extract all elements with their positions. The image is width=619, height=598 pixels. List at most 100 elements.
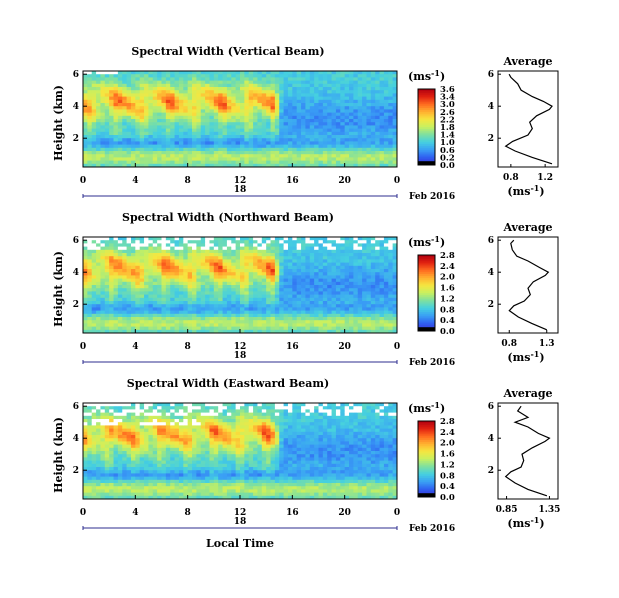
heatmap-cell xyxy=(301,119,306,123)
heatmap-cell xyxy=(126,467,132,471)
heatmap-cell xyxy=(327,160,332,165)
heatmap-cell xyxy=(87,447,93,452)
heatmap-cell xyxy=(248,154,254,158)
heatmap-cell xyxy=(113,444,119,449)
heatmap-cell xyxy=(152,83,158,88)
heatmap-cell xyxy=(218,272,223,276)
heatmap-cell xyxy=(139,128,145,133)
heatmap-cell xyxy=(274,87,280,91)
heatmap-cell xyxy=(388,163,394,168)
heatmap-cell xyxy=(309,240,315,244)
heatmap-cell xyxy=(113,428,119,433)
heatmap-cell xyxy=(104,451,110,455)
heatmap-cell xyxy=(379,144,385,149)
heatmap-cell xyxy=(301,326,306,331)
heatmap-cell xyxy=(261,320,267,324)
heatmap-cell xyxy=(104,294,110,299)
heatmap-cell xyxy=(135,125,141,129)
heatmap-cell xyxy=(292,323,298,327)
heatmap-cell xyxy=(266,281,271,286)
heatmap-cell xyxy=(130,103,136,107)
heatmap-cell xyxy=(327,285,332,289)
heatmap-cell xyxy=(266,297,271,302)
heatmap-cell xyxy=(91,144,97,149)
heatmap-cell xyxy=(96,486,101,490)
heatmap-cell xyxy=(165,265,171,270)
heatmap-cell xyxy=(117,112,123,117)
heatmap-cell xyxy=(327,272,332,276)
heatmap-cell xyxy=(287,262,293,267)
heatmap-cell xyxy=(318,291,324,295)
heatmap-cell xyxy=(161,77,167,81)
heatmap-cell xyxy=(370,297,376,302)
heatmap-cell xyxy=(152,272,158,276)
heatmap-cell xyxy=(192,99,197,104)
heatmap-cell xyxy=(349,138,354,142)
heatmap-cell xyxy=(213,112,219,117)
heatmap-cell xyxy=(226,93,232,97)
heatmap-cell xyxy=(305,160,311,165)
colorbar-tick-label: 3.4 xyxy=(440,93,455,103)
heatmap-cell xyxy=(257,320,263,324)
heatmap-cell xyxy=(130,304,136,308)
heatmap-cell xyxy=(187,313,193,318)
heatmap-cell xyxy=(100,320,106,324)
heatmap-cell xyxy=(192,253,197,257)
heatmap-cell xyxy=(144,265,149,270)
heatmap-cell xyxy=(253,301,258,305)
heatmap-cell xyxy=(170,96,175,101)
heatmap-cell xyxy=(152,80,158,85)
heatmap-cell xyxy=(218,87,223,91)
heatmap-cell xyxy=(327,74,332,78)
heatmap-cell xyxy=(83,275,88,279)
heatmap-cell xyxy=(205,147,210,152)
heatmap-cell xyxy=(301,291,306,295)
heatmap-cell xyxy=(139,272,145,276)
heatmap-cell xyxy=(187,135,193,139)
heatmap-cell xyxy=(279,122,285,126)
heatmap-cell xyxy=(244,323,250,327)
heatmap-cell xyxy=(109,492,114,497)
heatmap-cell xyxy=(340,297,346,302)
heatmap-cell xyxy=(292,141,298,145)
heatmap-cell xyxy=(305,71,311,75)
heatmap-cell xyxy=(87,329,93,334)
heatmap-cell xyxy=(375,304,380,308)
heatmap-cell xyxy=(157,135,162,139)
heatmap-cell xyxy=(388,96,394,101)
average-x-tick-label: 1.3 xyxy=(539,339,555,349)
heatmap-cell xyxy=(205,262,210,267)
heatmap-cell xyxy=(135,476,141,481)
heatmap-cell xyxy=(357,262,363,267)
heatmap-cell xyxy=(113,147,119,152)
heatmap-cell xyxy=(253,128,258,133)
colorbar-swatch xyxy=(418,144,435,147)
heatmap-cell xyxy=(96,77,101,81)
heatmap-cell xyxy=(100,112,106,117)
heatmap-cell xyxy=(165,128,171,133)
heatmap-cell xyxy=(235,269,241,273)
heatmap-cell xyxy=(366,71,372,75)
heatmap-cell xyxy=(301,96,306,101)
heatmap-cell xyxy=(144,160,149,165)
heatmap-cell xyxy=(113,119,119,123)
heatmap-cell xyxy=(362,131,367,136)
heatmap-cell xyxy=(139,83,145,88)
heatmap-cell xyxy=(157,151,162,155)
heatmap-cell xyxy=(192,74,197,78)
heatmap-cell xyxy=(87,285,93,289)
heatmap-cell xyxy=(327,163,332,168)
heatmap-cell xyxy=(87,90,93,94)
heatmap-cell xyxy=(340,323,346,327)
heatmap-cell xyxy=(235,323,241,327)
heatmap-cell xyxy=(248,301,254,305)
heatmap-cell xyxy=(174,125,180,129)
heatmap-cell xyxy=(161,269,167,273)
heatmap-cell xyxy=(318,281,324,286)
heatmap-cell xyxy=(218,99,223,104)
heatmap-cell xyxy=(322,157,328,161)
heatmap-cell xyxy=(314,125,319,129)
heatmap-cell xyxy=(209,138,215,142)
colorbar-swatch xyxy=(418,140,435,143)
